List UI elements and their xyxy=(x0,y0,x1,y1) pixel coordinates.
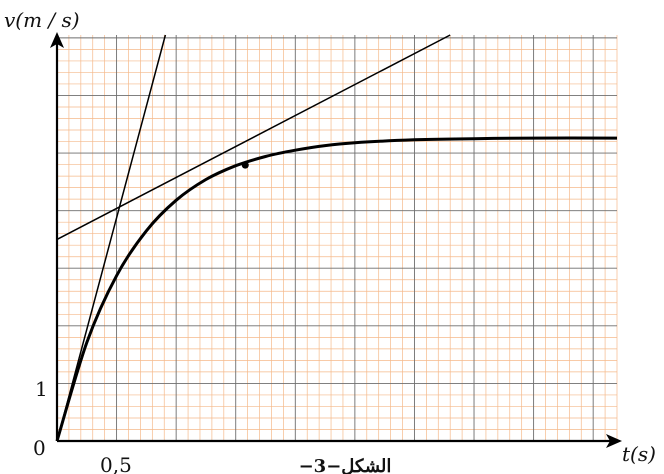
tangent-point-marker xyxy=(241,161,249,169)
minor-grid xyxy=(57,35,618,441)
chart-lines xyxy=(55,34,618,442)
tangent-point-line xyxy=(56,34,451,241)
y-axis xyxy=(50,32,64,441)
x-axis xyxy=(57,434,622,448)
y-tick-label: 1 xyxy=(35,377,48,401)
y-axis-arrow-icon xyxy=(50,32,64,48)
figure-caption: الشكل−3− xyxy=(299,456,392,474)
x-axis-label: t(s) xyxy=(622,442,656,466)
origin-label: 0 xyxy=(33,436,46,460)
y-axis-label: v(m / s) xyxy=(4,8,80,32)
velocity-curve xyxy=(55,136,618,442)
x-axis-arrow-icon xyxy=(606,434,622,448)
x-tick-label: 0,5 xyxy=(100,453,132,474)
tangent-origin-line xyxy=(56,34,167,442)
